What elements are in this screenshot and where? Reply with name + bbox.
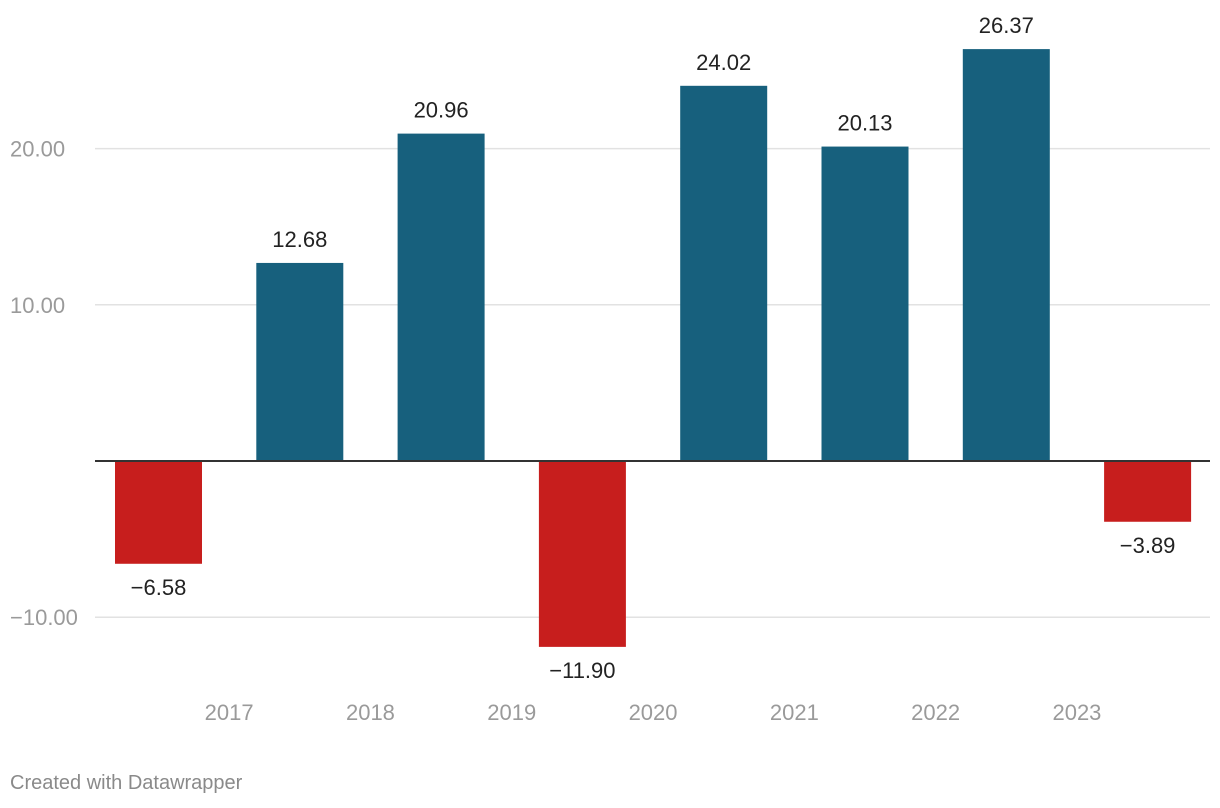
bar-6 [962, 49, 1050, 462]
x-tick-label: 2022 [911, 700, 960, 725]
bar-chart: 20.00 10.00 −10.00 −6.58 12.68 20.96 −11.90 24… [10, 13, 1210, 725]
bar-4 [680, 85, 768, 461]
x-tick-label: 2017 [205, 700, 254, 725]
bar-value-label: −11.90 [549, 658, 615, 683]
bar-0 [115, 461, 202, 564]
y-tick-label: −10.00 [10, 605, 78, 630]
x-tick-label: 2021 [770, 700, 819, 725]
bar-5 [821, 146, 909, 461]
bar-value-label: −3.89 [1120, 533, 1176, 558]
bar-1 [256, 262, 344, 461]
x-tick-label: 2020 [629, 700, 678, 725]
bar-7 [1104, 461, 1192, 522]
bar-value-label: 20.96 [414, 98, 469, 123]
bar-value-label: 26.37 [979, 13, 1034, 38]
x-tick-label: 2019 [487, 700, 536, 725]
bar-value-label: 24.02 [696, 50, 751, 75]
bar-value-label: 20.13 [837, 111, 892, 136]
bar-2 [397, 133, 485, 461]
bar-value-label: −6.58 [131, 575, 187, 600]
bar-3 [538, 461, 626, 647]
x-axis-tick-labels: 2017 2018 2019 2020 2021 2022 2023 [205, 700, 1102, 725]
bars [115, 49, 1192, 647]
value-labels: −6.58 12.68 20.96 −11.90 24.02 20.13 26.37 −3.8… [131, 13, 1176, 683]
x-tick-label: 2018 [346, 700, 395, 725]
bar-value-label: 12.68 [272, 227, 327, 252]
y-axis-tick-labels: 20.00 10.00 −10.00 [10, 137, 78, 631]
credit-text: Created with Datawrapper [10, 772, 243, 794]
y-tick-label: 20.00 [10, 137, 65, 162]
x-tick-label: 2023 [1052, 700, 1101, 725]
y-tick-label: 10.00 [10, 293, 65, 318]
